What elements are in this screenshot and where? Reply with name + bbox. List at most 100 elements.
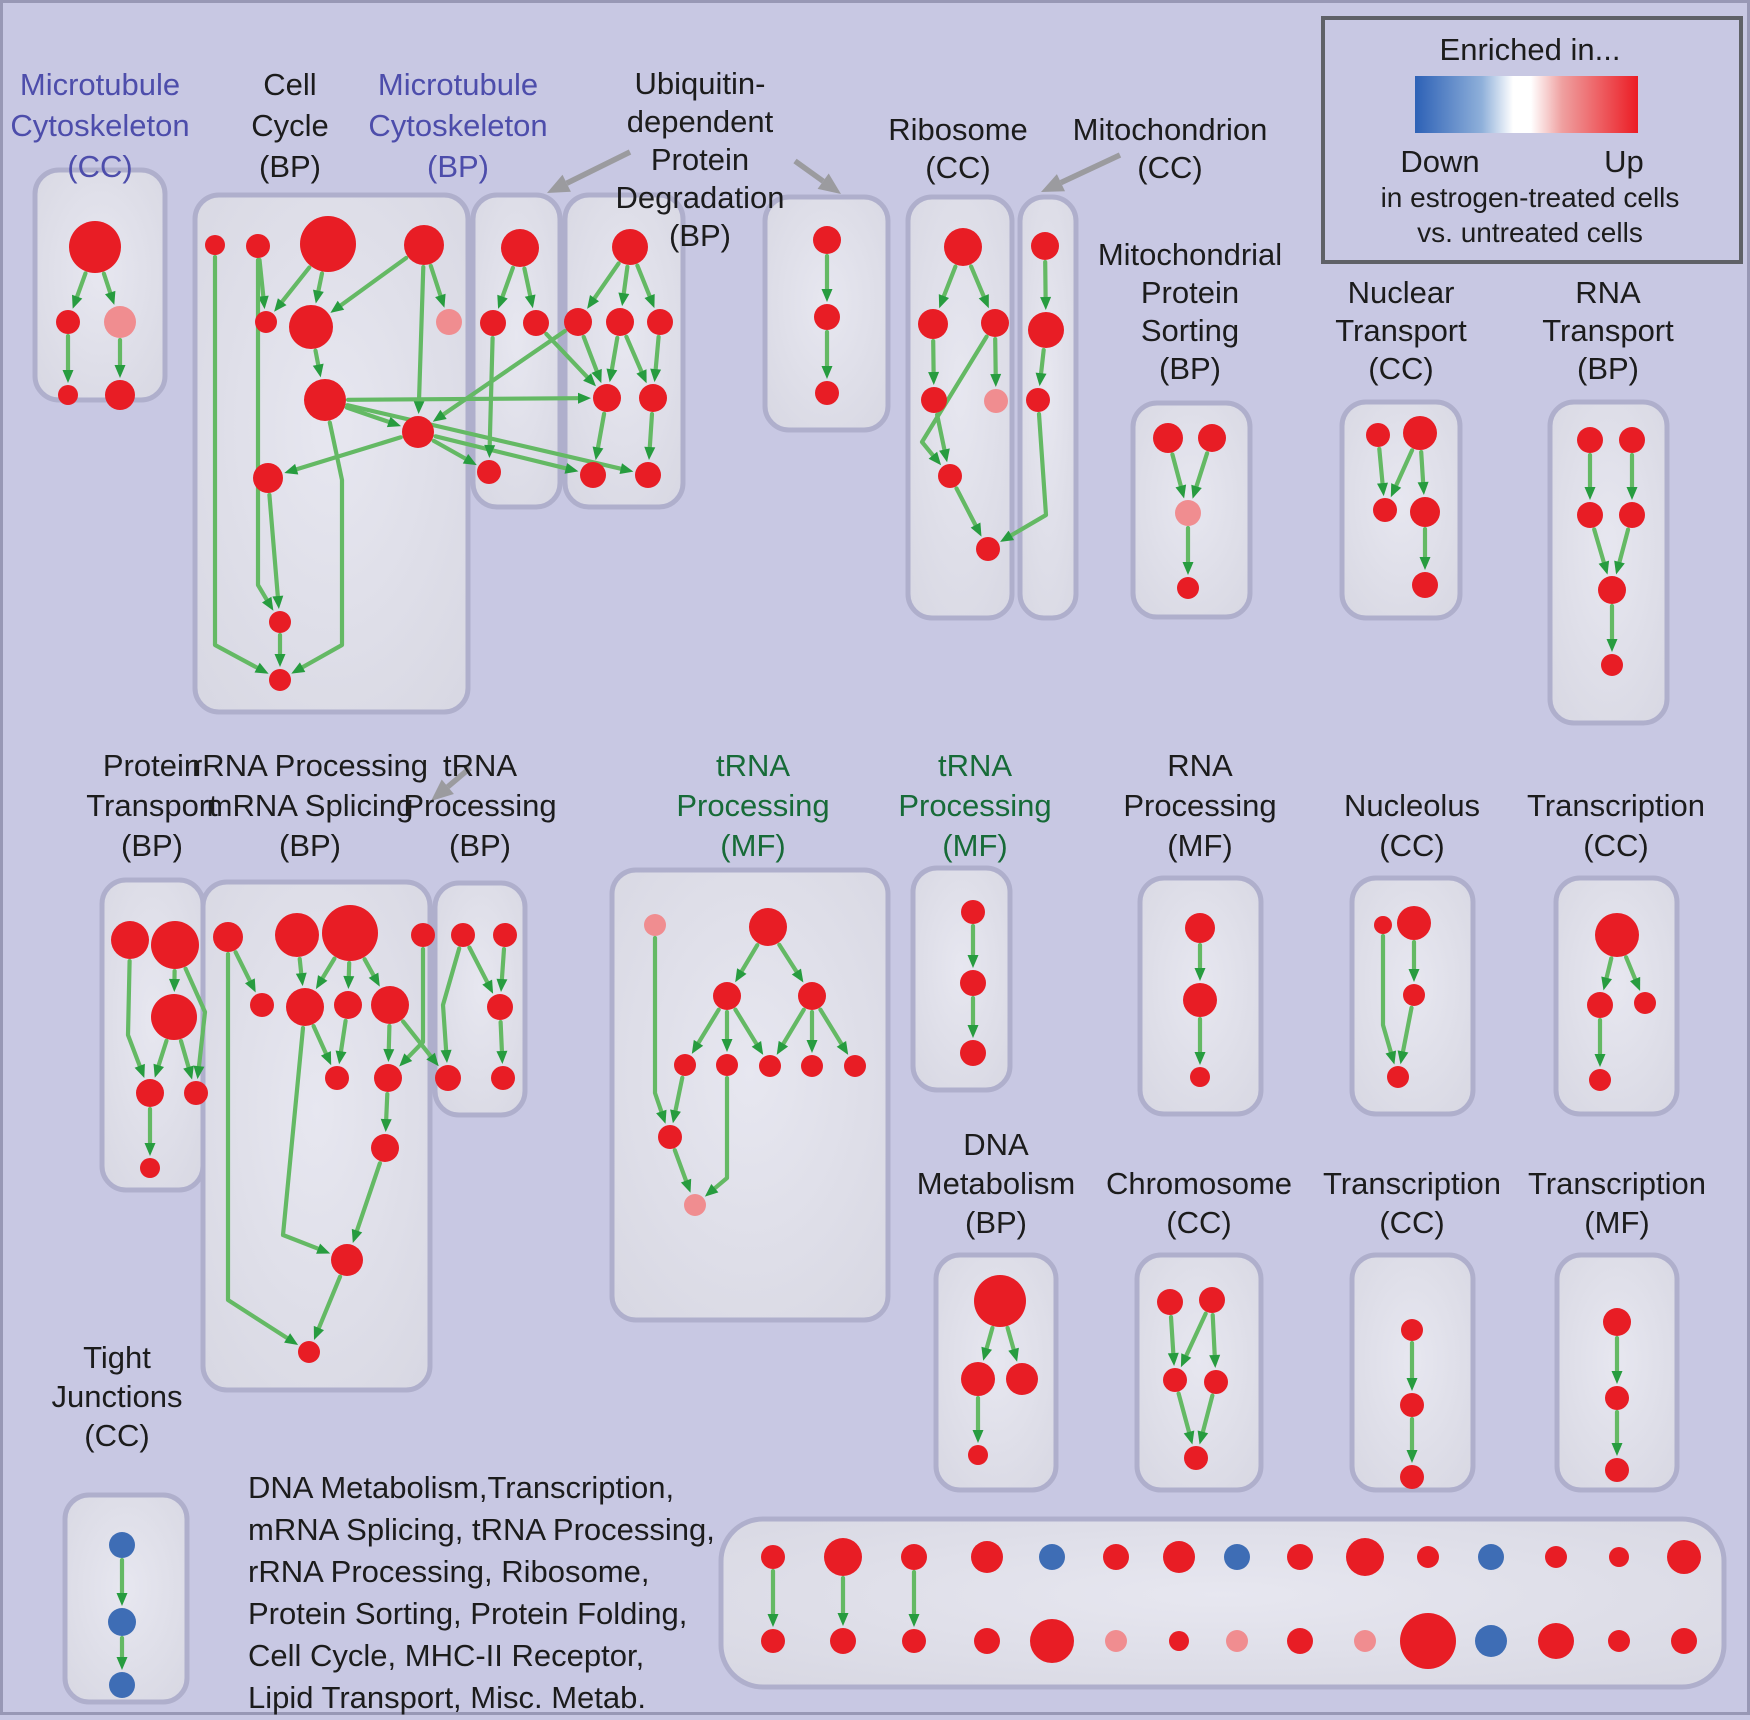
go-term-node-up <box>286 988 324 1026</box>
edge-line <box>501 1022 502 1051</box>
go-term-node-up-weak <box>1354 1630 1376 1652</box>
label-nucleolus-cc-line1: Nucleolus <box>1344 788 1480 823</box>
go-term-node-up <box>371 1134 399 1162</box>
mixed-cluster-text-line3: rRNA Processing, Ribosome, <box>248 1554 649 1589</box>
label-rna-processing-mf-line1: RNA <box>1167 748 1233 783</box>
go-term-node-up-weak <box>1175 500 1201 526</box>
go-term-node-up <box>184 1081 208 1105</box>
go-term-node-up <box>1587 992 1613 1018</box>
label-nuclear-transport-cc-line2: Transport <box>1335 313 1467 348</box>
go-term-node-up <box>674 1054 696 1076</box>
go-term-node-up <box>136 1079 164 1107</box>
go-term-node-up <box>981 309 1009 337</box>
go-term-node-up <box>435 1065 461 1091</box>
label-trna-processing-bp-line3: (BP) <box>449 828 511 863</box>
go-term-node-up <box>1538 1623 1574 1659</box>
go-term-node-up <box>56 310 80 334</box>
go-term-node-up <box>487 994 513 1020</box>
go-term-node-down <box>108 1608 136 1636</box>
label-mitochondrion-cc-line1: Mitochondrion <box>1073 112 1268 147</box>
cluster-box-tight-junctions-cc <box>65 1495 187 1702</box>
go-term-node-up <box>269 611 291 633</box>
go-term-node-up-weak <box>1226 1630 1248 1652</box>
go-term-node-down <box>109 1532 135 1558</box>
go-term-node-up-weak <box>104 306 136 338</box>
label-microtubule-cytoskeleton-cc-line1: Microtubule <box>20 67 180 102</box>
go-term-node-up <box>902 1629 926 1653</box>
go-term-node-up-weak <box>984 389 1008 413</box>
go-term-node-up <box>1400 1393 1424 1417</box>
go-term-node-up <box>289 305 333 349</box>
go-term-node-down <box>109 1672 135 1698</box>
go-term-node-up <box>1403 984 1425 1006</box>
edge-line <box>1213 1315 1215 1355</box>
label-tight-junctions-cc-line3: (CC) <box>84 1418 149 1453</box>
go-term-node-up <box>921 387 947 413</box>
go-term-node-up <box>1163 1368 1187 1392</box>
go-term-node-up <box>938 464 962 488</box>
go-term-node-up <box>491 1066 515 1090</box>
go-term-node-up <box>564 308 592 336</box>
go-term-node-up <box>374 1064 402 1092</box>
go-term-node-up <box>1400 1465 1424 1489</box>
go-term-node-up <box>1190 1067 1210 1087</box>
go-term-node-up <box>523 310 549 336</box>
go-term-node-up <box>976 537 1000 561</box>
go-term-node-up <box>1373 498 1397 522</box>
go-term-node-up <box>713 982 741 1010</box>
go-term-node-up <box>918 309 948 339</box>
label-protein-transport-bp-line3: (BP) <box>121 828 183 863</box>
label-microtubule-cytoskeleton-bp-line3: (BP) <box>427 149 489 184</box>
go-term-node-up <box>1366 423 1390 447</box>
go-term-node-up <box>1577 427 1603 453</box>
go-term-node-up <box>1028 312 1064 348</box>
go-term-node-up <box>1169 1631 1189 1651</box>
label-trna-processing-mf-large-line3: (MF) <box>720 828 785 863</box>
go-term-node-up <box>635 462 661 488</box>
label-mitochondrion-cc-line2: (CC) <box>1137 150 1202 185</box>
label-dna-metabolism-bp-line3: (BP) <box>965 1205 1027 1240</box>
mixed-cluster-text-line4: Protein Sorting, Protein Folding, <box>248 1596 687 1631</box>
label-protein-transport-bp-line1: Protein <box>103 748 201 783</box>
go-term-node-up <box>1671 1628 1697 1654</box>
go-term-node-up <box>269 669 291 691</box>
go-term-node-up <box>944 228 982 266</box>
label-trna-processing-mf-small-line1: tRNA <box>938 748 1012 783</box>
mixed-cluster-text-line1: DNA Metabolism,Transcription, <box>248 1470 674 1505</box>
label-ubiquitin-dependent-protein-degradation-bp-line4: Degradation <box>616 180 785 215</box>
go-term-node-up <box>1030 1619 1074 1663</box>
go-term-node-up <box>111 921 149 959</box>
go-term-node-up <box>1417 1546 1439 1568</box>
edge-line <box>300 959 302 973</box>
label-mitochondrial-protein-sorting-bp-line3: Sorting <box>1141 313 1239 348</box>
go-term-node-up <box>974 1275 1026 1327</box>
go-term-node-up <box>1204 1370 1228 1394</box>
label-ubiquitin-dependent-protein-degradation-bp-line5: (BP) <box>669 218 731 253</box>
label-trna-processing-bp-line2: Processing <box>403 788 556 823</box>
label-tight-junctions-cc-line1: Tight <box>83 1340 151 1375</box>
legend-title: Enriched in... <box>1440 32 1621 67</box>
label-rna-transport-bp-line1: RNA <box>1575 275 1641 310</box>
go-term-node-up <box>1589 1069 1611 1091</box>
cluster-box-nuclear-transport-cc <box>1342 402 1460 618</box>
go-term-node-up <box>300 216 356 272</box>
go-term-node-up <box>298 1341 320 1363</box>
go-term-node-up <box>1603 1308 1631 1336</box>
label-trna-processing-mf-small-line3: (MF) <box>942 828 1007 863</box>
go-term-node-up <box>477 460 501 484</box>
go-term-node-up <box>974 1628 1000 1654</box>
legend-gradient-bar <box>1415 76 1638 133</box>
go-term-node-up <box>250 993 274 1017</box>
edge-line <box>656 337 659 369</box>
edge-line <box>1171 1317 1173 1353</box>
go-term-node-up <box>1397 906 1431 940</box>
go-term-node-up <box>968 1445 988 1465</box>
go-term-node-up <box>1400 1613 1456 1669</box>
go-term-node-up <box>813 226 841 254</box>
go-term-node-up <box>325 1066 349 1090</box>
go-term-node-up <box>761 1545 785 1569</box>
go-term-node-up <box>1031 232 1059 260</box>
go-term-node-up <box>331 1244 363 1276</box>
go-term-node-up <box>1153 423 1183 453</box>
